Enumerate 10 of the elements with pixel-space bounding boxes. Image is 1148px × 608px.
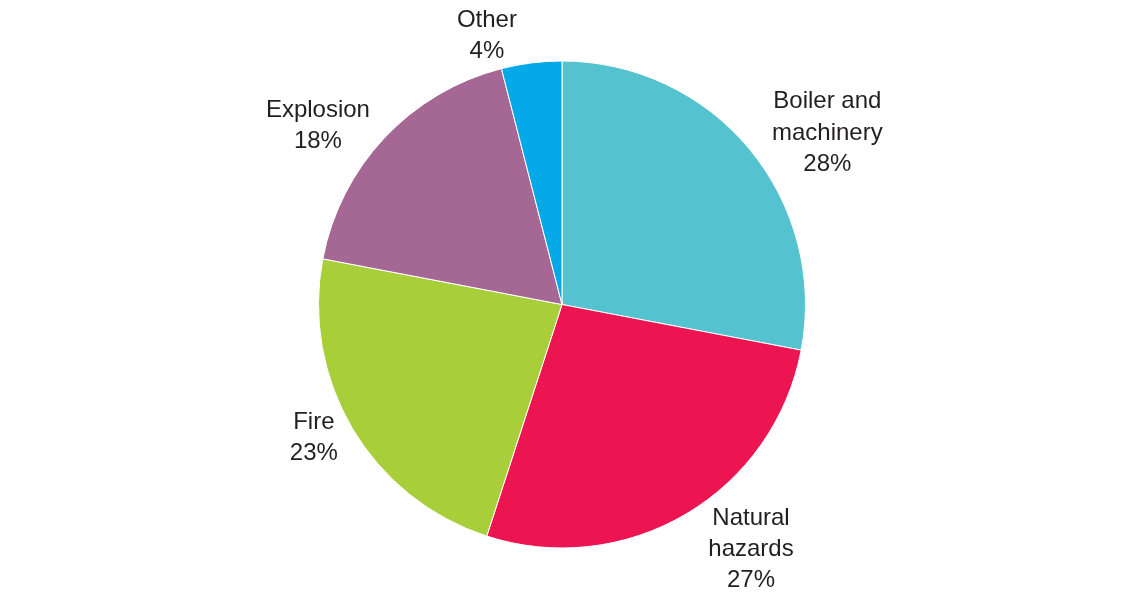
slice-label: Boiler and machinery [771, 86, 883, 145]
slice-label: Fire [293, 406, 335, 434]
slice-label: Natural hazards [708, 502, 794, 561]
data-label: 18% [293, 126, 342, 154]
slice-label: Other [456, 5, 517, 33]
data-label: 4% [469, 36, 505, 64]
data-label: 27% [726, 564, 776, 592]
slice-label: Explosion [265, 95, 370, 123]
data-label: 23% [289, 438, 338, 466]
data-label: 28% [803, 148, 852, 176]
